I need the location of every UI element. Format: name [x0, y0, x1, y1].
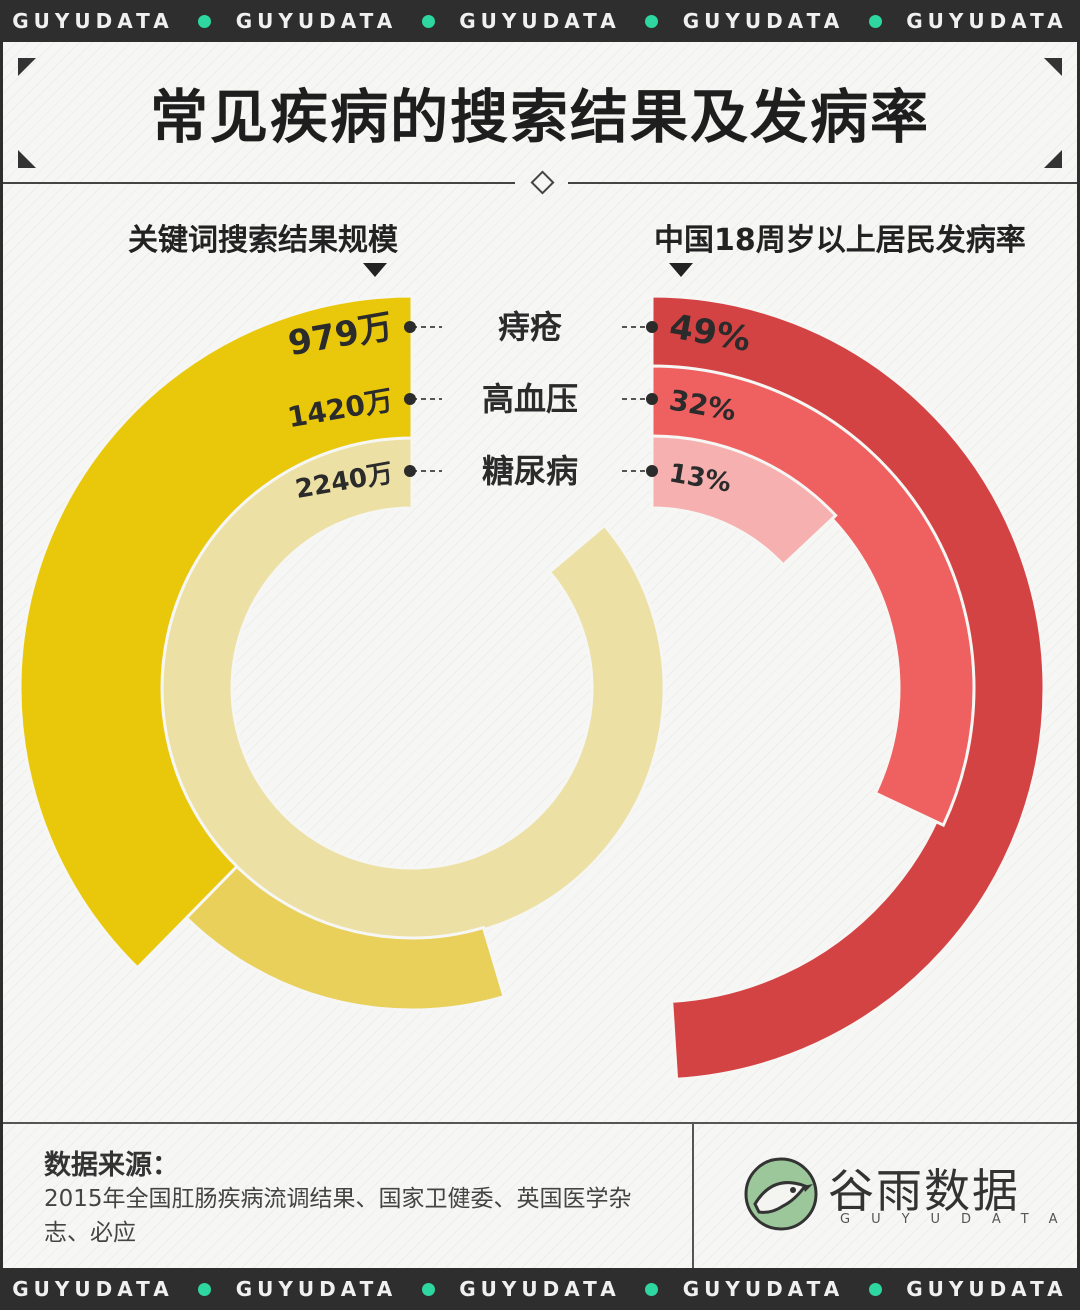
banner-text: GUYUDATA [235, 1277, 398, 1301]
banner-text: GUYUDATA [682, 1277, 845, 1301]
corner-mark-bottom-left [18, 150, 36, 168]
corner-mark-top-left [18, 58, 36, 76]
banner-dot [198, 1282, 212, 1296]
right-connector-dot [646, 393, 658, 405]
corner-mark-bottom-right [1044, 150, 1062, 168]
banner-dot [421, 1282, 435, 1296]
divider-left [3, 182, 515, 184]
right-bar-3 [650, 434, 838, 567]
source-text: 2015年全国肛肠疾病流调结果、国家卫健委、英国医学杂志、必应 [44, 1186, 632, 1246]
banner-text: GUYUDATA [235, 9, 398, 33]
banner-dot [868, 14, 882, 28]
banner-dot [421, 14, 435, 28]
banner-text: GUYUDATA [906, 1277, 1068, 1301]
footer-divider [692, 1122, 694, 1268]
category-label: 痔疮 [498, 308, 562, 346]
banner-dot [645, 14, 659, 28]
left-connector-dot [404, 321, 416, 333]
left-heading-arrow-icon [363, 263, 387, 277]
footer-top-line [3, 1122, 1077, 1124]
banner-text: GUYUDATA [906, 9, 1068, 33]
banner-text: GUYUDATA [459, 9, 621, 33]
banner-text: GUYUDATA [12, 1277, 174, 1301]
right-connector-dot [646, 465, 658, 477]
top-banner: GUYUDATA GUYUDATA GUYUDATA GUYUDATA GUYU… [0, 0, 1080, 42]
banner-text: GUYUDATA [682, 9, 845, 33]
logo-name: 谷雨数据 [828, 1164, 1020, 1218]
left-connector-dot [404, 465, 416, 477]
left-connector-dot [404, 393, 416, 405]
banner-dot [868, 1282, 882, 1296]
banner-text: GUYUDATA [459, 1277, 621, 1301]
banner-dot [645, 1282, 659, 1296]
left-bar-1 [18, 294, 414, 970]
source-title: 数据来源： [44, 1150, 179, 1181]
banner-text: GUYUDATA [12, 9, 174, 33]
left-heading: 关键词搜索结果规模 [128, 223, 398, 258]
category-label: 高血压 [482, 380, 578, 418]
corner-mark-top-right [1044, 58, 1062, 76]
divider-right [568, 182, 1077, 184]
category-label: 糖尿病 [482, 452, 578, 490]
logo-bird-icon [744, 1157, 818, 1231]
page-title: 常见疾病的搜索结果及发病率 [149, 83, 930, 151]
bottom-banner: GUYUDATA GUYUDATA GUYUDATA GUYUDATA GUYU… [0, 1268, 1080, 1310]
right-heading-arrow-icon [669, 263, 693, 277]
right-heading: 中国18周岁以上居民发病率 [654, 223, 1026, 258]
logo-subtitle: GUYUDATA [840, 1212, 1079, 1227]
banner-dot [198, 14, 212, 28]
right-connector-dot [646, 321, 658, 333]
